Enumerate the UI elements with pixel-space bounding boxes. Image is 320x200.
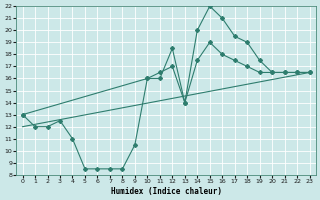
X-axis label: Humidex (Indice chaleur): Humidex (Indice chaleur) — [111, 187, 221, 196]
